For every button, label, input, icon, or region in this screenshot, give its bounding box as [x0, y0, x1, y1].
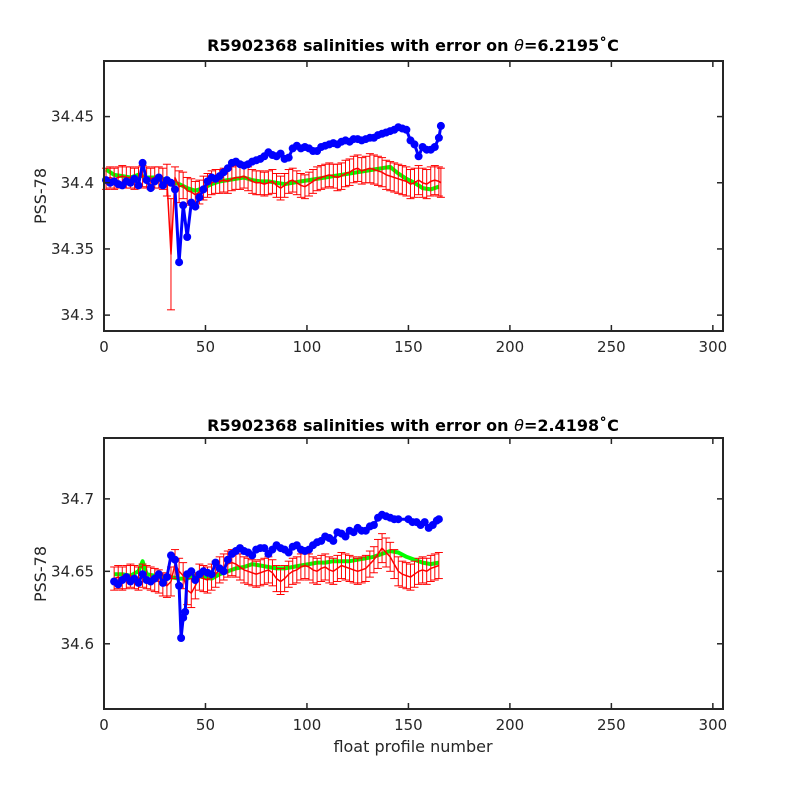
float-salinity-point [195, 193, 204, 202]
float-salinity-point [430, 143, 439, 151]
float-salinity-point [284, 153, 293, 162]
float-salinity-point [158, 578, 167, 587]
x-axis-label: float profile number [333, 737, 493, 756]
float-salinity-point [179, 201, 188, 210]
float-salinity-point [410, 140, 419, 149]
float-salinity-point [171, 555, 179, 564]
y-tick-label: 34.3 [61, 306, 94, 324]
float-salinity-point [146, 184, 155, 193]
float-salinity-point [341, 532, 350, 541]
x-tick-label: 100 [293, 338, 322, 356]
x-ticks-top: 0 50 100 150 200 250 300 [99, 61, 727, 356]
float-salinity-point [199, 185, 208, 194]
chart-panel-top: R5902368 salinities with error on θ=6.21… [31, 36, 727, 356]
x-tick-label: 200 [496, 338, 525, 356]
x-tick-label: 100 [293, 716, 322, 734]
float-salinity-point [329, 536, 338, 545]
y-tick-label: 34.7 [61, 490, 94, 508]
float-salinity-point [177, 634, 186, 642]
float-salinity-point [207, 570, 216, 579]
float-salinity-point [219, 567, 228, 576]
plot-series-top [102, 121, 445, 311]
x-tick-label: 150 [394, 716, 423, 734]
x-tick-label: 300 [699, 716, 728, 734]
axes-frame-top [103, 60, 724, 332]
float-salinity-point [436, 121, 445, 130]
float-salinity-point [284, 548, 293, 557]
float-salinity-point [154, 570, 163, 579]
float-markers-bottom [110, 510, 443, 642]
chart-title-top: R5902368 salinities with error on θ=6.21… [207, 36, 619, 55]
float-salinity-point [167, 178, 175, 187]
chart-title-bottom: R5902368 salinities with error on θ=2.41… [207, 416, 619, 435]
float-salinity-point [162, 573, 171, 582]
x-tick-label: 150 [394, 338, 423, 356]
x-tick-label: 250 [597, 338, 626, 356]
y-tick-label: 34.45 [51, 108, 94, 126]
y-tick-label: 34.4 [61, 174, 94, 192]
float-salinity-point [187, 567, 196, 576]
x-tick-label: 50 [196, 716, 215, 734]
y-ticks-top: 34.3 34.35 34.4 34.45 [51, 108, 723, 324]
float-salinity-point [191, 202, 200, 211]
y-ticks-bottom: 34.6 34.65 34.7 [51, 490, 723, 653]
float-salinity-point [402, 125, 411, 134]
float-salinity-point [134, 181, 143, 190]
mapped-salinity-line-bottom [113, 547, 440, 594]
float-salinity-point [191, 576, 200, 584]
float-salinity-point [260, 544, 269, 553]
y-tick-label: 34.35 [51, 240, 94, 258]
float-salinity-point [223, 555, 232, 564]
y-tick-label: 34.6 [61, 635, 94, 653]
float-salinity-point [394, 515, 403, 524]
y-tick-label: 34.65 [51, 562, 94, 580]
x-tick-label: 50 [196, 338, 215, 356]
x-tick-label: 0 [99, 716, 109, 734]
float-salinity-point [138, 158, 147, 167]
x-ticks-bottom: 0 50 100 150 200 250 300 [99, 438, 727, 734]
chart-panel-bottom: R5902368 salinities with error on θ=2.41… [31, 416, 727, 756]
x-tick-label: 0 [99, 338, 109, 356]
float-salinity-point [134, 578, 143, 587]
float-salinity-point [181, 607, 190, 616]
y-axis-label-bottom: PSS-78 [31, 546, 50, 602]
float-salinity-point [138, 570, 147, 579]
y-axis-label-top: PSS-78 [31, 168, 50, 224]
float-salinity-point [434, 133, 443, 142]
float-salinity-point [171, 185, 179, 194]
float-salinity-point [154, 173, 163, 182]
plot-series-bottom [110, 510, 443, 642]
x-tick-label: 300 [699, 338, 728, 356]
float-markers-top [102, 121, 445, 267]
float-salinity-point [369, 521, 378, 529]
float-salinity-point [414, 152, 423, 161]
float-salinity-point [142, 176, 151, 185]
float-salinity-point [248, 551, 257, 560]
float-salinity-point [183, 233, 192, 241]
float-salinity-point [175, 581, 184, 590]
float-salinity-point [130, 174, 139, 183]
float-salinity-point [175, 258, 184, 267]
x-tick-label: 250 [597, 716, 626, 734]
x-tick-label: 200 [496, 716, 525, 734]
float-salinity-point [420, 518, 429, 527]
float-salinity-point [211, 558, 220, 567]
axes-frame-bottom [103, 437, 724, 710]
float-salinity-point [434, 515, 443, 524]
